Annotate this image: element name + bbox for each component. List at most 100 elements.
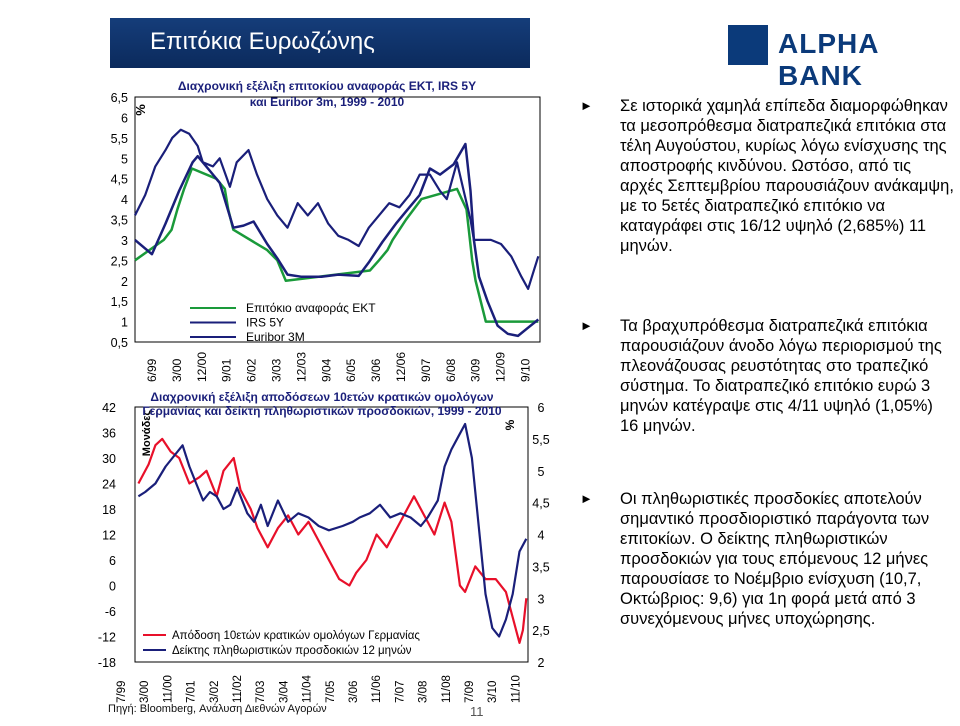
legend-label: IRS 5Y <box>246 316 284 330</box>
x-tick-label: 7/01 <box>186 681 198 703</box>
x-tick-label: 12/03 <box>294 352 308 382</box>
bullet-item: ► Σε ιστορικά χαμηλά επίπεδα διαμορφώθηκ… <box>580 96 955 256</box>
chart-bund-yield-inflation-expectations: 42 36 30 24 18 12 6 0 -6 -12 -18 6 5,5 5 4,5 4 3,5 3 2,5 2 Μ… <box>98 390 550 703</box>
y-tick-label: 5 <box>121 152 128 166</box>
x-tick-label: 7/05 <box>325 681 337 703</box>
bullet-text: Σε ιστορικά χαμηλά επίπεδα διαμορφώθηκαν… <box>620 97 954 255</box>
x-tick-label: 3/10 <box>487 681 499 703</box>
x-tick-label: 3/08 <box>418 681 430 703</box>
series-line <box>137 437 528 644</box>
y-right-tick-label: 3 <box>538 592 545 606</box>
x-tick-label: 9/01 <box>220 358 234 382</box>
x-tick-label: 11/08 <box>441 675 453 703</box>
bullet-text: Οι πληθωριστικές προσδοκίες αποτελούν ση… <box>620 490 930 628</box>
x-tick-label: 11/04 <box>302 674 314 703</box>
chart-rates-ecb-irs-euribor: 6,5 6 5,5 5 4,5 4 3,5 3 2,5 2 1,5 1 0,5% 6/99 3/00 12/0… <box>111 79 541 382</box>
bank-logo-text: ALPHA BANK <box>778 28 879 91</box>
legend-label: Απόδοση 10ετών κρατικών ομολόγων Γερμανί… <box>172 630 420 642</box>
y-tick-label: 4,5 <box>111 173 128 187</box>
page-title: Επιτόκια Ευρωζώνης <box>150 28 375 55</box>
y-tick-label: 6,5 <box>111 91 128 105</box>
x-tick-label: 6/08 <box>444 358 458 382</box>
y-right-tick-label: 4,5 <box>532 497 549 511</box>
plot-frame <box>134 96 541 343</box>
y-right-tick-label: 4 <box>538 529 545 543</box>
series-line <box>134 142 540 338</box>
series-line <box>134 128 540 290</box>
x-tick-label: 7/09 <box>464 681 476 703</box>
x-tick-label: 3/03 <box>270 358 284 382</box>
x-tick-label: 3/00 <box>139 681 151 703</box>
y-right-tick-label: 5,5 <box>532 433 549 447</box>
y-right-tick-label: 6 <box>538 401 545 415</box>
y-left-tick-label: -6 <box>105 605 116 619</box>
x-tick-label: 11/10 <box>510 675 522 703</box>
y-tick-label: 6 <box>121 111 128 125</box>
y-left-tick-label: -18 <box>98 656 116 670</box>
x-tick-label: 11/06 <box>371 675 383 703</box>
x-tick-label: 9/10 <box>519 358 533 382</box>
series-line <box>137 422 528 638</box>
x-tick-label: 3/04 <box>278 680 290 703</box>
legend-label: Δείκτης πληθωριστικών προσδοκιών 12 μηνώ… <box>172 645 412 657</box>
x-tick-label: 3/00 <box>170 358 184 382</box>
bullet-item: ► Οι πληθωριστικές προσδοκίες αποτελούν … <box>580 489 955 629</box>
triangle-bullet-icon: ► <box>580 491 593 506</box>
x-tick-label: 9/04 <box>319 358 333 382</box>
bullet-item: ► Τα βραχυπρόθεσμα διατραπεζικά επιτόκια… <box>580 316 955 436</box>
x-tick-label: 6/05 <box>344 358 358 382</box>
y-tick-label: 2 <box>121 275 128 289</box>
x-tick-label: 6/99 <box>145 358 159 382</box>
y-left-tick-label: 12 <box>102 529 116 543</box>
plot-frame <box>134 406 529 663</box>
triangle-bullet-icon: ► <box>580 98 593 113</box>
y-left-tick-label: 0 <box>109 580 116 594</box>
y-right-axis-unit: % <box>503 419 517 430</box>
y-left-tick-label: 36 <box>102 427 116 441</box>
x-tick-label: 3/09 <box>469 358 483 382</box>
x-tick-label: 3/06 <box>369 358 383 382</box>
y-left-tick-label: -12 <box>98 631 116 645</box>
x-tick-label: 11/02 <box>232 675 244 703</box>
x-tick-label: 7/07 <box>394 681 406 703</box>
legend-label: Euribor 3M <box>246 330 305 344</box>
y-left-axis-unit: Μονάδες <box>141 410 153 457</box>
page-number: 11 <box>470 704 484 719</box>
y-right-tick-label: 5 <box>538 465 545 479</box>
chart-title: Διαχρονική εξέλιξη επιτοκίου αναφοράς ΕΚ… <box>178 79 476 109</box>
y-left-tick-label: 24 <box>102 478 116 492</box>
y-tick-label: 4 <box>121 193 128 207</box>
y-right-tick-label: 2,5 <box>532 624 549 638</box>
y-tick-label: 0,5 <box>111 336 128 350</box>
y-left-tick-label: 30 <box>102 452 116 466</box>
triangle-bullet-icon: ► <box>580 318 593 333</box>
series-line <box>134 167 539 323</box>
x-tick-label: 7/03 <box>255 681 267 703</box>
y-right-tick-label: 2 <box>538 656 545 670</box>
alpha-bank-logo-icon <box>728 25 768 65</box>
chart-title: Διαχρονική εξέλιξη αποδόσεων 10ετών κρατ… <box>142 390 501 418</box>
y-tick-label: 1,5 <box>111 295 128 309</box>
x-tick-label: 3/02 <box>209 681 221 703</box>
y-tick-label: 5,5 <box>111 132 128 146</box>
y-tick-label: 3 <box>121 234 128 248</box>
y-left-tick-label: 6 <box>109 554 116 568</box>
y-tick-label: 1 <box>121 316 128 330</box>
title-bar <box>110 18 530 68</box>
x-tick-label: 12/00 <box>195 352 209 382</box>
y-left-tick-label: 18 <box>102 503 116 517</box>
x-tick-label: 3/06 <box>348 681 360 703</box>
x-tick-label: 7/99 <box>116 681 128 703</box>
x-tick-label: 12/09 <box>494 352 508 382</box>
legend-label: Επιτόκιο αναφοράς ΕΚΤ <box>246 301 376 315</box>
y-tick-label: 3,5 <box>111 214 128 228</box>
source-note: Πηγή: Bloomberg, Ανάλυση Διεθνών Αγορών <box>108 703 327 715</box>
bullet-text: Τα βραχυπρόθεσμα διατραπεζικά επιτόκια π… <box>620 317 942 435</box>
x-tick-label: 6/02 <box>245 358 259 382</box>
x-tick-label: 12/06 <box>394 352 408 382</box>
x-tick-label: 9/07 <box>419 358 433 382</box>
y-left-tick-label: 42 <box>102 401 116 415</box>
y-tick-label: 2,5 <box>111 254 128 268</box>
y-right-tick-label: 3,5 <box>532 560 549 574</box>
y-axis-unit: % <box>133 104 148 116</box>
